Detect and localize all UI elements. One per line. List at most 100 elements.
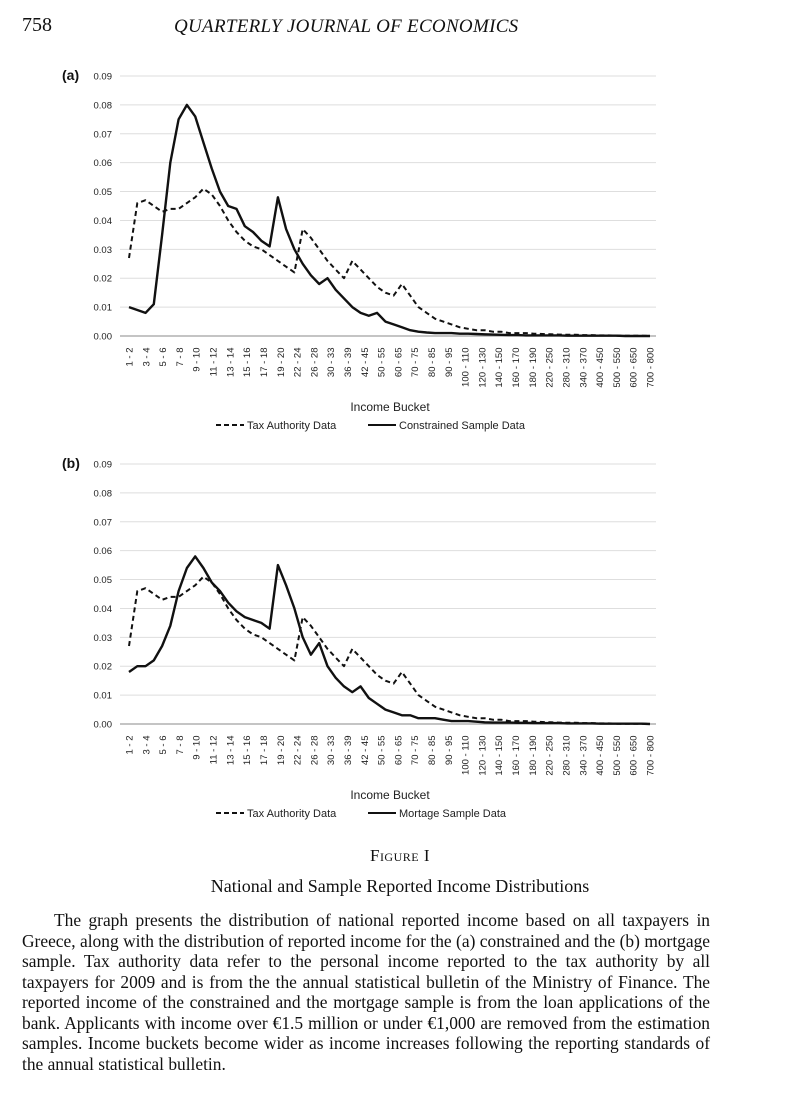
x-tick-label: 42 - 45 [360, 736, 371, 766]
x-axis-title: Income Bucket [350, 400, 430, 414]
x-tick-label: 11 - 12 [209, 736, 220, 765]
x-tick-label: 9 - 10 [192, 348, 203, 372]
page-header: 758 QUARTERLY JOURNAL OF ECONOMICS [22, 14, 780, 42]
x-tick-label: 140 - 150 [494, 736, 505, 776]
x-tick-label: 60 - 65 [393, 348, 404, 378]
legend: Tax Authority Data Constrained Sample Dat… [216, 420, 526, 432]
x-tick-label: 26 - 28 [309, 736, 320, 766]
legend-label: Constrained Sample Data [399, 420, 526, 432]
x-tick-label: 220 - 250 [545, 736, 556, 776]
journal-title: QUARTERLY JOURNAL OF ECONOMICS [174, 16, 519, 37]
x-tick-label: 500 - 550 [612, 348, 623, 388]
y-tick-label: 0.03 [94, 245, 113, 256]
x-tick-label: 70 - 75 [410, 736, 421, 766]
y-tick-label: 0.09 [94, 72, 113, 83]
x-tick-label: 3 - 4 [141, 348, 152, 367]
y-tick-label: 0.05 [94, 187, 113, 198]
x-axis-title: Income Bucket [350, 788, 430, 802]
x-tick-label: 280 - 310 [561, 348, 572, 388]
y-tick-label: 0.06 [94, 158, 113, 169]
x-tick-label: 5 - 6 [158, 348, 169, 367]
panel-label: (a) [62, 67, 79, 83]
x-tick-label: 50 - 55 [377, 736, 388, 766]
x-tick-label: 30 - 33 [326, 736, 337, 766]
y-tick-label: 0.09 [94, 460, 113, 471]
legend-label: Tax Authority Data [247, 420, 337, 432]
y-tick-label: 0.01 [94, 303, 113, 314]
x-tick-label: 13 - 14 [225, 736, 236, 766]
y-tick-label: 0.04 [94, 216, 113, 227]
x-tick-label: 15 - 16 [242, 348, 253, 378]
series-line-dashed-0 [128, 575, 651, 725]
y-tick-label: 0.04 [94, 604, 113, 615]
x-tick-label: 26 - 28 [309, 348, 320, 378]
x-tick-label: 60 - 65 [393, 736, 404, 766]
x-tick-label: 160 - 170 [511, 736, 522, 776]
chart-panel-a: (a) 0.09 0.08 0.07 0.06 0.05 0.04 0.03 0.02 0.01 0… [62, 67, 657, 432]
x-tick-label: 50 - 55 [377, 348, 388, 378]
y-tick-label: 0.02 [94, 662, 113, 673]
x-tick-label: 90 - 95 [444, 736, 455, 766]
x-tick-label: 42 - 45 [360, 348, 371, 378]
x-tick-label: 180 - 190 [528, 348, 539, 388]
x-tick-label: 13 - 14 [225, 348, 236, 378]
x-tick-label: 9 - 10 [192, 736, 203, 760]
x-tick-label: 17 - 18 [259, 736, 270, 766]
x-tick-label: 700 - 800 [646, 736, 657, 776]
x-tick-label: 22 - 24 [293, 736, 304, 766]
y-tick-label: 0.05 [94, 575, 113, 586]
x-tick-label: 30 - 33 [326, 348, 337, 378]
x-tick-label: 19 - 20 [276, 736, 287, 766]
x-tick-label: 100 - 110 [461, 348, 472, 387]
y-tick-label: 0.03 [94, 633, 113, 644]
x-tick-label: 120 - 130 [477, 348, 488, 388]
x-tick-label: 600 - 650 [629, 348, 640, 388]
figure-caption: National and Sample Reported Income Dist… [210, 876, 590, 896]
y-tick-label: 0.01 [94, 691, 113, 702]
x-tick-label: 36 - 39 [343, 736, 354, 766]
x-tick-label: 1 - 2 [125, 736, 136, 755]
x-tick-label: 70 - 75 [410, 348, 421, 378]
x-tick-label: 120 - 130 [477, 736, 488, 776]
x-tick-label: 15 - 16 [242, 736, 253, 766]
figure-note: The graph presents the distribution of n… [22, 910, 710, 1074]
x-tick-label: 400 - 450 [595, 736, 606, 776]
y-tick-label: 0.07 [94, 517, 113, 528]
legend: Tax Authority Data Mortage Sample Data [216, 808, 507, 820]
x-tick-label: 160 - 170 [511, 348, 522, 388]
x-tick-label: 11 - 12 [209, 348, 220, 377]
y-tick-label: 0.07 [94, 129, 113, 140]
x-tick-label: 7 - 8 [175, 736, 186, 755]
x-tick-label: 700 - 800 [646, 348, 657, 388]
x-tick-label: 220 - 250 [545, 348, 556, 388]
y-tick-label: 0.06 [94, 546, 113, 557]
y-tick-label: 0.08 [94, 488, 113, 499]
x-tick-label: 340 - 370 [578, 736, 589, 776]
x-tick-label: 100 - 110 [461, 736, 472, 775]
series-line-solid-1 [128, 103, 650, 338]
x-tick-label: 5 - 6 [158, 736, 169, 755]
series-line-solid-1 [128, 555, 651, 726]
x-tick-label: 500 - 550 [612, 736, 623, 776]
x-tick-label: 80 - 85 [427, 736, 438, 766]
x-tick-label: 3 - 4 [141, 736, 152, 755]
x-tick-label: 90 - 95 [444, 348, 455, 378]
x-tick-label: 180 - 190 [528, 736, 539, 776]
legend-label: Tax Authority Data [247, 808, 337, 820]
x-tick-label: 400 - 450 [595, 348, 606, 388]
x-tick-label: 80 - 85 [427, 348, 438, 378]
y-tick-label: 0.02 [94, 274, 113, 285]
figure-label: Figure I [369, 846, 431, 865]
x-tick-label: 36 - 39 [343, 348, 354, 378]
y-tick-label: 0.00 [94, 720, 113, 731]
x-tick-label: 600 - 650 [629, 736, 640, 776]
x-tick-label: 1 - 2 [125, 348, 136, 367]
x-tick-label: 340 - 370 [578, 348, 589, 388]
x-tick-label: 22 - 24 [293, 348, 304, 378]
x-tick-label: 280 - 310 [561, 736, 572, 776]
x-tick-label: 19 - 20 [276, 348, 287, 378]
y-tick-label: 0.08 [94, 100, 113, 111]
x-tick-label: 17 - 18 [259, 348, 270, 378]
series-line-dashed-0 [128, 187, 651, 337]
x-tick-label: 7 - 8 [175, 348, 186, 367]
